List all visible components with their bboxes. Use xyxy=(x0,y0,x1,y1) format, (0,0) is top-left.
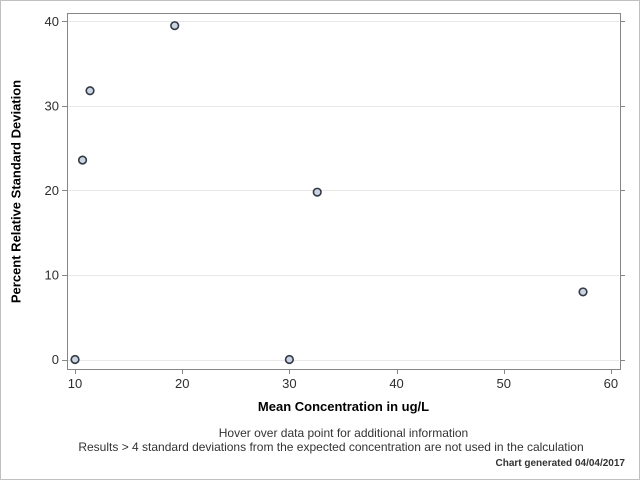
x-tick-label: 20 xyxy=(175,376,189,391)
x-tick-label: 60 xyxy=(604,376,618,391)
data-point[interactable] xyxy=(77,155,88,165)
x-tick-label: 40 xyxy=(389,376,403,391)
y-tick-label: 40 xyxy=(45,14,59,29)
y-tick-label: 30 xyxy=(45,98,59,113)
data-point[interactable] xyxy=(170,21,180,31)
footnote-exclusion-note: Results > 4 standard deviations from the… xyxy=(78,440,584,454)
y-tick-label: 10 xyxy=(45,268,59,283)
chart-generated-date: Chart generated 04/04/2017 xyxy=(495,458,625,469)
y-axis-title: Percent Relative Standard Deviation xyxy=(8,79,24,304)
x-tick-label: 50 xyxy=(496,376,510,391)
y-tick-label: 0 xyxy=(52,352,59,367)
data-point[interactable] xyxy=(578,287,588,297)
data-point[interactable] xyxy=(85,86,95,96)
data-point[interactable] xyxy=(284,354,294,365)
data-point[interactable] xyxy=(312,187,322,197)
plot-frame xyxy=(67,13,621,370)
x-tick-label: 10 xyxy=(68,376,82,391)
data-point[interactable] xyxy=(70,354,80,365)
footnote-hover-info: Hover over data point for additional inf… xyxy=(218,426,469,440)
x-tick-label: 30 xyxy=(282,376,296,391)
x-axis-title: Mean Concentration in ug/L xyxy=(257,399,430,414)
y-tick-label: 20 xyxy=(45,183,59,198)
